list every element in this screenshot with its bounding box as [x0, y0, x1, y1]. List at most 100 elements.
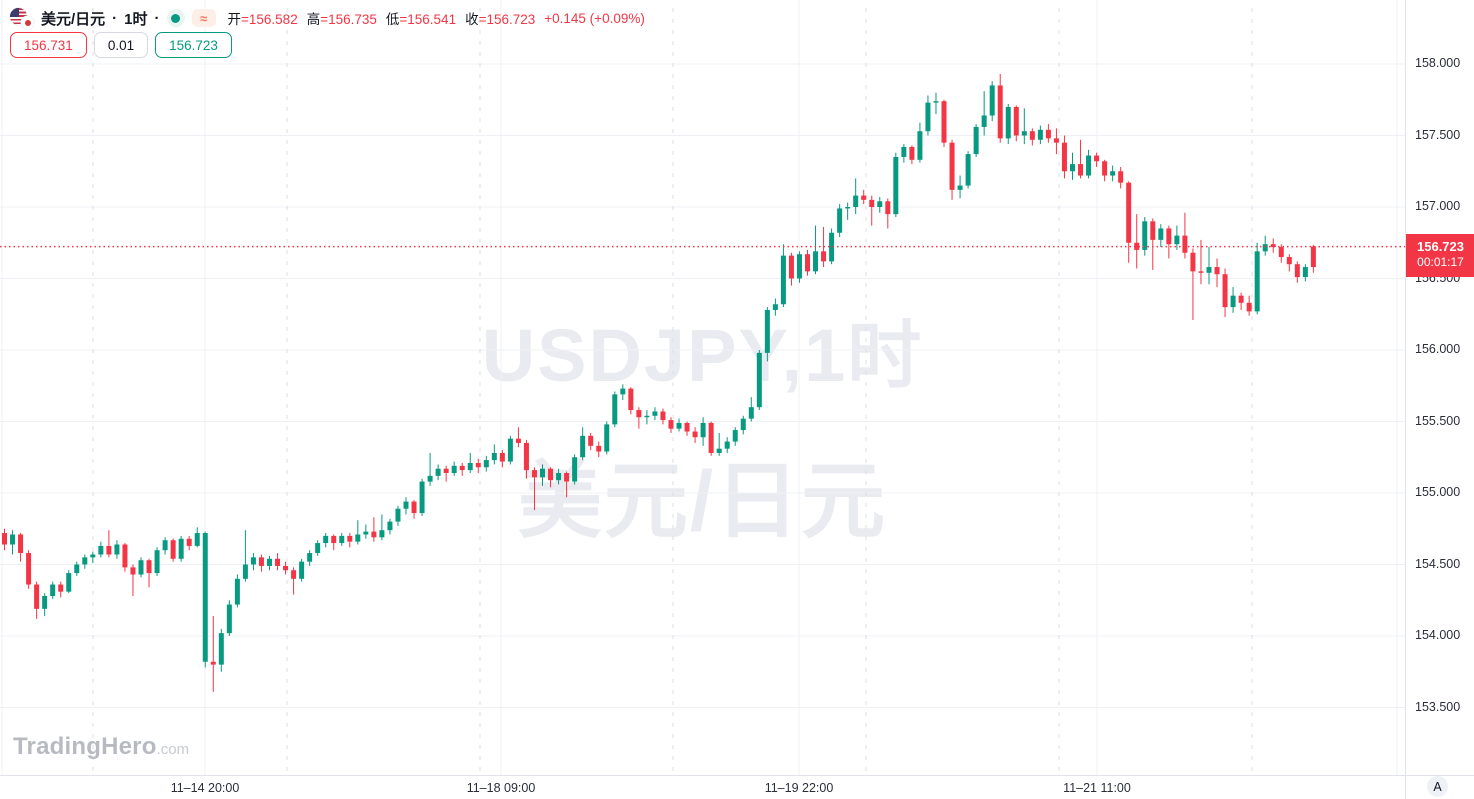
candle-body: [620, 388, 626, 395]
sell-price-button[interactable]: 156.731: [10, 32, 87, 58]
candle-body: [652, 411, 658, 416]
candle-body: [748, 407, 754, 419]
candle-body: [981, 115, 987, 127]
candle-body: [596, 445, 602, 452]
candle-body: [491, 452, 497, 461]
order-buttons: 156.731 0.01 156.723: [10, 32, 232, 58]
candle-body: [258, 557, 264, 566]
candle-body: [194, 533, 200, 546]
candle-body: [949, 142, 955, 190]
axis-settings-button[interactable]: A: [1427, 776, 1448, 797]
time-axis[interactable]: 11–14 20:00 11–18 09:00 11–19 22:00 11–21 1…: [0, 775, 1405, 799]
candle-body: [443, 468, 449, 473]
candle-body: [692, 431, 698, 438]
candle-body: [459, 465, 465, 471]
separator-dot: ·: [112, 9, 118, 27]
candle-body: [1262, 244, 1268, 252]
candle-body: [805, 254, 810, 272]
current-price-badge: 156.723 00:01:17: [1406, 234, 1474, 277]
candle-body: [1182, 235, 1188, 253]
candle-body: [1094, 155, 1100, 162]
candle-body: [483, 460, 489, 468]
candle-body: [628, 388, 634, 411]
candle-body: [572, 457, 578, 482]
time-axis-label: 11–18 09:00: [466, 781, 536, 795]
candle-body: [475, 462, 481, 468]
price-axis[interactable]: 153.500 154.000 154.500 155.000 155.500 156.0…: [1405, 0, 1474, 775]
candle-body: [515, 438, 521, 443]
candlestick-chart[interactable]: [0, 0, 1405, 775]
candle-body: [427, 475, 433, 482]
candle-body: [42, 595, 48, 609]
symbol-name[interactable]: 美元/日元: [41, 10, 106, 28]
price-axis-label: 154.500: [1415, 556, 1461, 571]
candle-body: [1230, 295, 1236, 308]
candle-body: [114, 544, 120, 555]
candle-body: [387, 521, 393, 531]
candle-body: [1278, 247, 1284, 258]
interval-label[interactable]: 1时: [124, 10, 148, 28]
change-value: +0.145 (+0.09%): [544, 10, 645, 26]
candle-body: [523, 442, 529, 471]
candle-body: [1190, 252, 1196, 272]
candle-body: [82, 557, 88, 565]
quantity-button[interactable]: 0.01: [93, 32, 149, 58]
low-label: 低: [385, 12, 400, 27]
candle-body: [403, 501, 409, 509]
price-axis-label: 157.000: [1415, 199, 1461, 213]
candle-body: [973, 126, 979, 155]
candle-body: [34, 584, 40, 609]
candle-body: [893, 156, 899, 215]
candle-body: [548, 468, 554, 481]
candle-body: [138, 560, 144, 575]
candle-body: [1238, 295, 1244, 303]
candle-body: [531, 470, 537, 478]
candle-body: [957, 185, 963, 190]
candle-body: [1069, 164, 1075, 172]
price-axis-label: 154.000: [1415, 628, 1461, 642]
candle-body: [58, 584, 64, 592]
candle-body: [1206, 267, 1212, 273]
approx-price-icon[interactable]: ≈: [191, 9, 216, 27]
candle-body: [788, 255, 794, 279]
candle-body: [250, 557, 256, 565]
candle-body: [1045, 129, 1051, 139]
candle-body: [1286, 257, 1292, 265]
candle-body: [10, 534, 16, 545]
candle-body: [540, 468, 546, 478]
candle-body: [1037, 129, 1043, 140]
candle-body: [98, 545, 104, 555]
bar-countdown: 00:01:17: [1417, 255, 1464, 270]
candle-body: [130, 567, 136, 575]
candle-body: [837, 208, 843, 233]
candle-body: [604, 424, 610, 452]
candle-body: [1053, 138, 1059, 143]
candle-body: [226, 604, 232, 634]
symbol-toolbar: 美元/日元 · 1时 · ≈ 开=156.582 高=156.735 低=156…: [10, 6, 645, 30]
candle-body: [1174, 235, 1180, 245]
candle-body: [1086, 155, 1092, 176]
candle-body: [989, 85, 995, 116]
candle-body: [588, 435, 594, 446]
candle-body: [26, 553, 32, 585]
candle-body: [307, 553, 313, 562]
candle-body: [1061, 142, 1067, 172]
price-axis-label: 153.500: [1415, 699, 1461, 714]
candle-body: [756, 352, 762, 408]
candle-body: [740, 418, 746, 431]
candle-body: [507, 438, 513, 462]
candle-body: [1013, 106, 1019, 136]
candle-body: [1029, 131, 1035, 140]
candle-body: [1110, 171, 1116, 176]
candle-body: [997, 85, 1003, 139]
candle-body: [1302, 267, 1308, 278]
chart-region[interactable]: USDJPY,1时 美元/日元: [0, 0, 1405, 775]
candle-body: [371, 531, 377, 538]
candle-body: [419, 481, 425, 514]
buy-price-button[interactable]: 156.723: [155, 32, 232, 58]
candle-body: [266, 558, 272, 566]
candle-body: [869, 199, 875, 208]
candle-body: [74, 564, 80, 574]
candle-body: [234, 578, 240, 605]
